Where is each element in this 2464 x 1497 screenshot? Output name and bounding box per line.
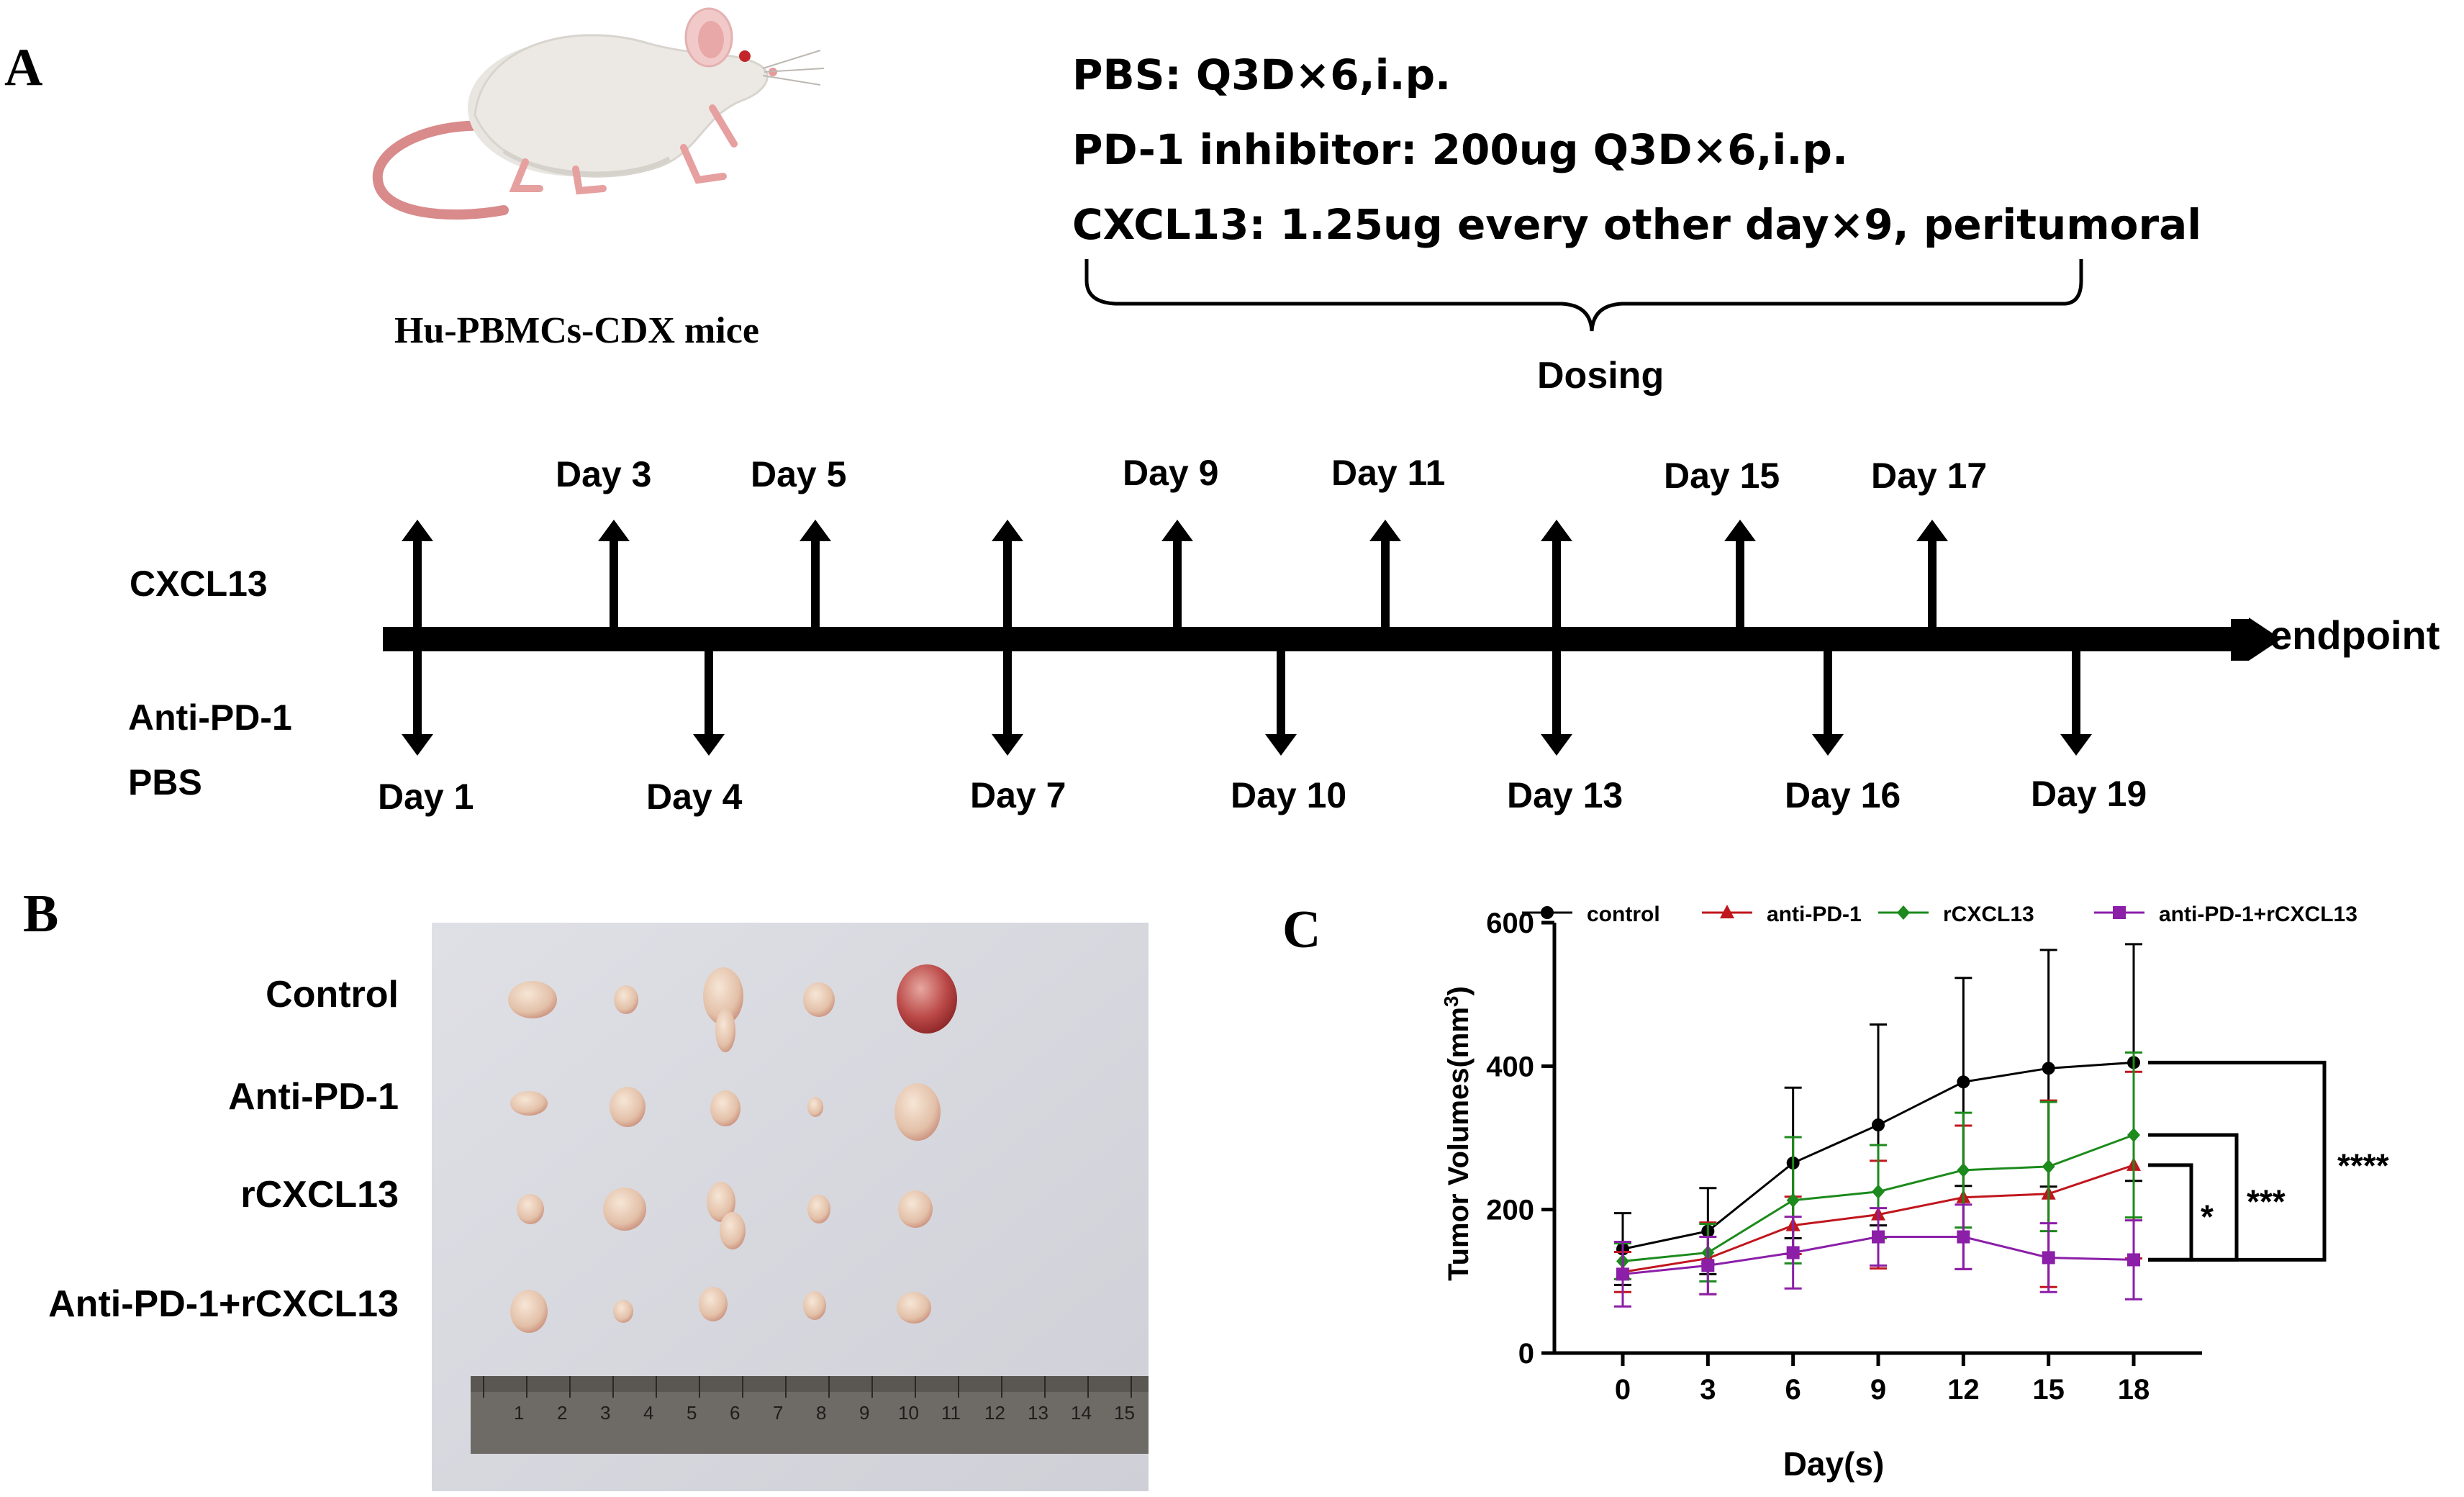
dosing-line-pd1: PD-1 inhibitor: 200ug Q3D×6,i.p.	[1072, 125, 1848, 174]
tumor-row-label-rcxcl13: rCXCL13	[240, 1174, 399, 1216]
ruler-number: 9	[859, 1402, 870, 1424]
tumor-row-label-combo: Anti-PD-1+rCXCL13	[48, 1283, 399, 1325]
day-label-down: Day 4	[646, 777, 743, 817]
y-tick-label: 600	[1486, 908, 1534, 939]
day-label-up: Day 3	[556, 454, 652, 494]
data-point	[2127, 1253, 2140, 1267]
ruler-number: 7	[773, 1402, 784, 1424]
ruler-number: 1	[514, 1402, 525, 1424]
significance-brackets: * *******	[2148, 1060, 2389, 1262]
data-point	[1957, 1075, 1970, 1089]
data-point	[2042, 1159, 2055, 1174]
x-tick-label: 9	[1870, 1374, 1886, 1406]
timeline-row-antipd1: Anti-PD-1	[128, 697, 292, 738]
y-tick-label: 0	[1518, 1338, 1534, 1370]
data-point	[1786, 1246, 1800, 1259]
data-point	[1720, 905, 1734, 918]
y-tick-label: 200	[1486, 1195, 1534, 1226]
mouse-illustration	[372, 7, 825, 220]
ruler-number: 3	[600, 1402, 611, 1424]
day-label-up: Day 5	[751, 454, 847, 494]
data-point	[2042, 1251, 2055, 1265]
legend-label: rCXCL13	[1943, 903, 2034, 926]
ruler-number: 5	[687, 1402, 697, 1424]
x-tick-label: 6	[1785, 1374, 1801, 1406]
ruler-number: 6	[730, 1402, 740, 1424]
data-point	[2113, 906, 2126, 919]
timeline-endpoint: endpoint	[2270, 612, 2440, 658]
ruler-number: 8	[816, 1402, 827, 1424]
dosing-brace	[1084, 259, 2083, 332]
legend-label: anti-PD-1	[1767, 903, 1862, 926]
legend-label: control	[1587, 903, 1660, 926]
y-tick-label: 400	[1486, 1051, 1534, 1082]
day-label-up: Day 11	[1331, 453, 1446, 493]
day-label-down: Day 7	[970, 775, 1066, 815]
significance-label: ****	[2337, 1147, 2389, 1184]
x-tick-label: 18	[2118, 1374, 2150, 1406]
data-point	[1957, 1230, 1970, 1244]
ruler-number: 2	[557, 1402, 568, 1424]
x-tick-label: 3	[1700, 1374, 1716, 1406]
significance-label: *	[2201, 1198, 2214, 1236]
ruler-number: 4	[643, 1402, 654, 1424]
legend-label: anti-PD-1+rCXCL13	[2159, 903, 2357, 926]
day-label-down: Day 10	[1231, 775, 1347, 815]
ruler-number: 10	[898, 1402, 919, 1424]
panel-c-letter: C	[1282, 900, 1321, 959]
data-point	[2042, 1062, 2055, 1075]
data-point	[1872, 1184, 1885, 1199]
y-axis-label: Tumor Volumes(mm3)	[1440, 986, 1475, 1281]
significance-bracket	[2148, 1163, 2193, 1262]
data-point	[1701, 1259, 1715, 1272]
ruler-number: 15	[1114, 1402, 1135, 1424]
timeline-row-pbs: PBS	[128, 762, 202, 802]
data-point	[1957, 1162, 1970, 1177]
ruler-number: 12	[984, 1402, 1005, 1424]
x-tick-label: 15	[2032, 1374, 2065, 1406]
significance-bracket	[2148, 1060, 2327, 1262]
timeline-axis	[383, 520, 2281, 756]
ruler-number: 14	[1071, 1402, 1092, 1424]
panel-b-letter: B	[23, 885, 59, 944]
significance-label: ***	[2247, 1183, 2286, 1221]
dosing-line-pbs: PBS: Q3D×6,i.p.	[1072, 50, 1451, 99]
data-point	[2127, 1128, 2140, 1143]
series-combo	[1614, 1203, 2142, 1308]
day-label-up: Day 17	[1871, 456, 1988, 496]
tumor-row-label-antipd1: Anti-PD-1	[228, 1076, 399, 1118]
timeline-row-cxcl13: CXCL13	[130, 564, 268, 604]
day-label-down: Day 13	[1507, 775, 1623, 815]
data-point	[1872, 1118, 1885, 1132]
x-axis-label: Day(s)	[1783, 1445, 1885, 1483]
day-label-up: Day 9	[1123, 453, 1219, 493]
dosing-line-cxcl13: CXCL13: 1.25ug every other day×9, peritu…	[1072, 200, 2202, 249]
data-point	[1872, 1230, 1885, 1244]
chart-legend: control anti-PD-1 rCXCL13 anti-PD-1+rCXCL13	[1522, 903, 2357, 926]
data-point	[1616, 1267, 1629, 1281]
x-tick-label: 0	[1615, 1374, 1631, 1406]
x-tick-label: 12	[1947, 1374, 1980, 1406]
tumor-volume-chart: control anti-PD-1 rCXCL13 anti-PD-1+rCXCL13…	[1440, 903, 2389, 1483]
ruler-number: 11	[941, 1402, 961, 1424]
day-label-down: Day 19	[2031, 774, 2147, 814]
data-point	[1786, 1193, 1800, 1208]
data-point	[1897, 905, 1910, 920]
day-label-down: Day 16	[1785, 775, 1901, 815]
chart-series	[1614, 943, 2142, 1308]
dosing-label: Dosing	[1537, 355, 1664, 397]
data-point	[1541, 906, 1554, 919]
ruler-number: 13	[1028, 1402, 1048, 1424]
day-label-up: Day 15	[1664, 456, 1780, 496]
chart-axes: 0 200 400 600 0 3 6 9 12 15 18	[1486, 908, 2202, 1406]
tumor-row-label-control: Control	[266, 974, 399, 1016]
panel-a-letter: A	[4, 38, 43, 97]
tumor-photo	[432, 923, 1149, 1491]
mouse-caption: Hu-PBMCs-CDX mice	[394, 310, 759, 351]
day-label-down: Day 1	[378, 777, 474, 817]
